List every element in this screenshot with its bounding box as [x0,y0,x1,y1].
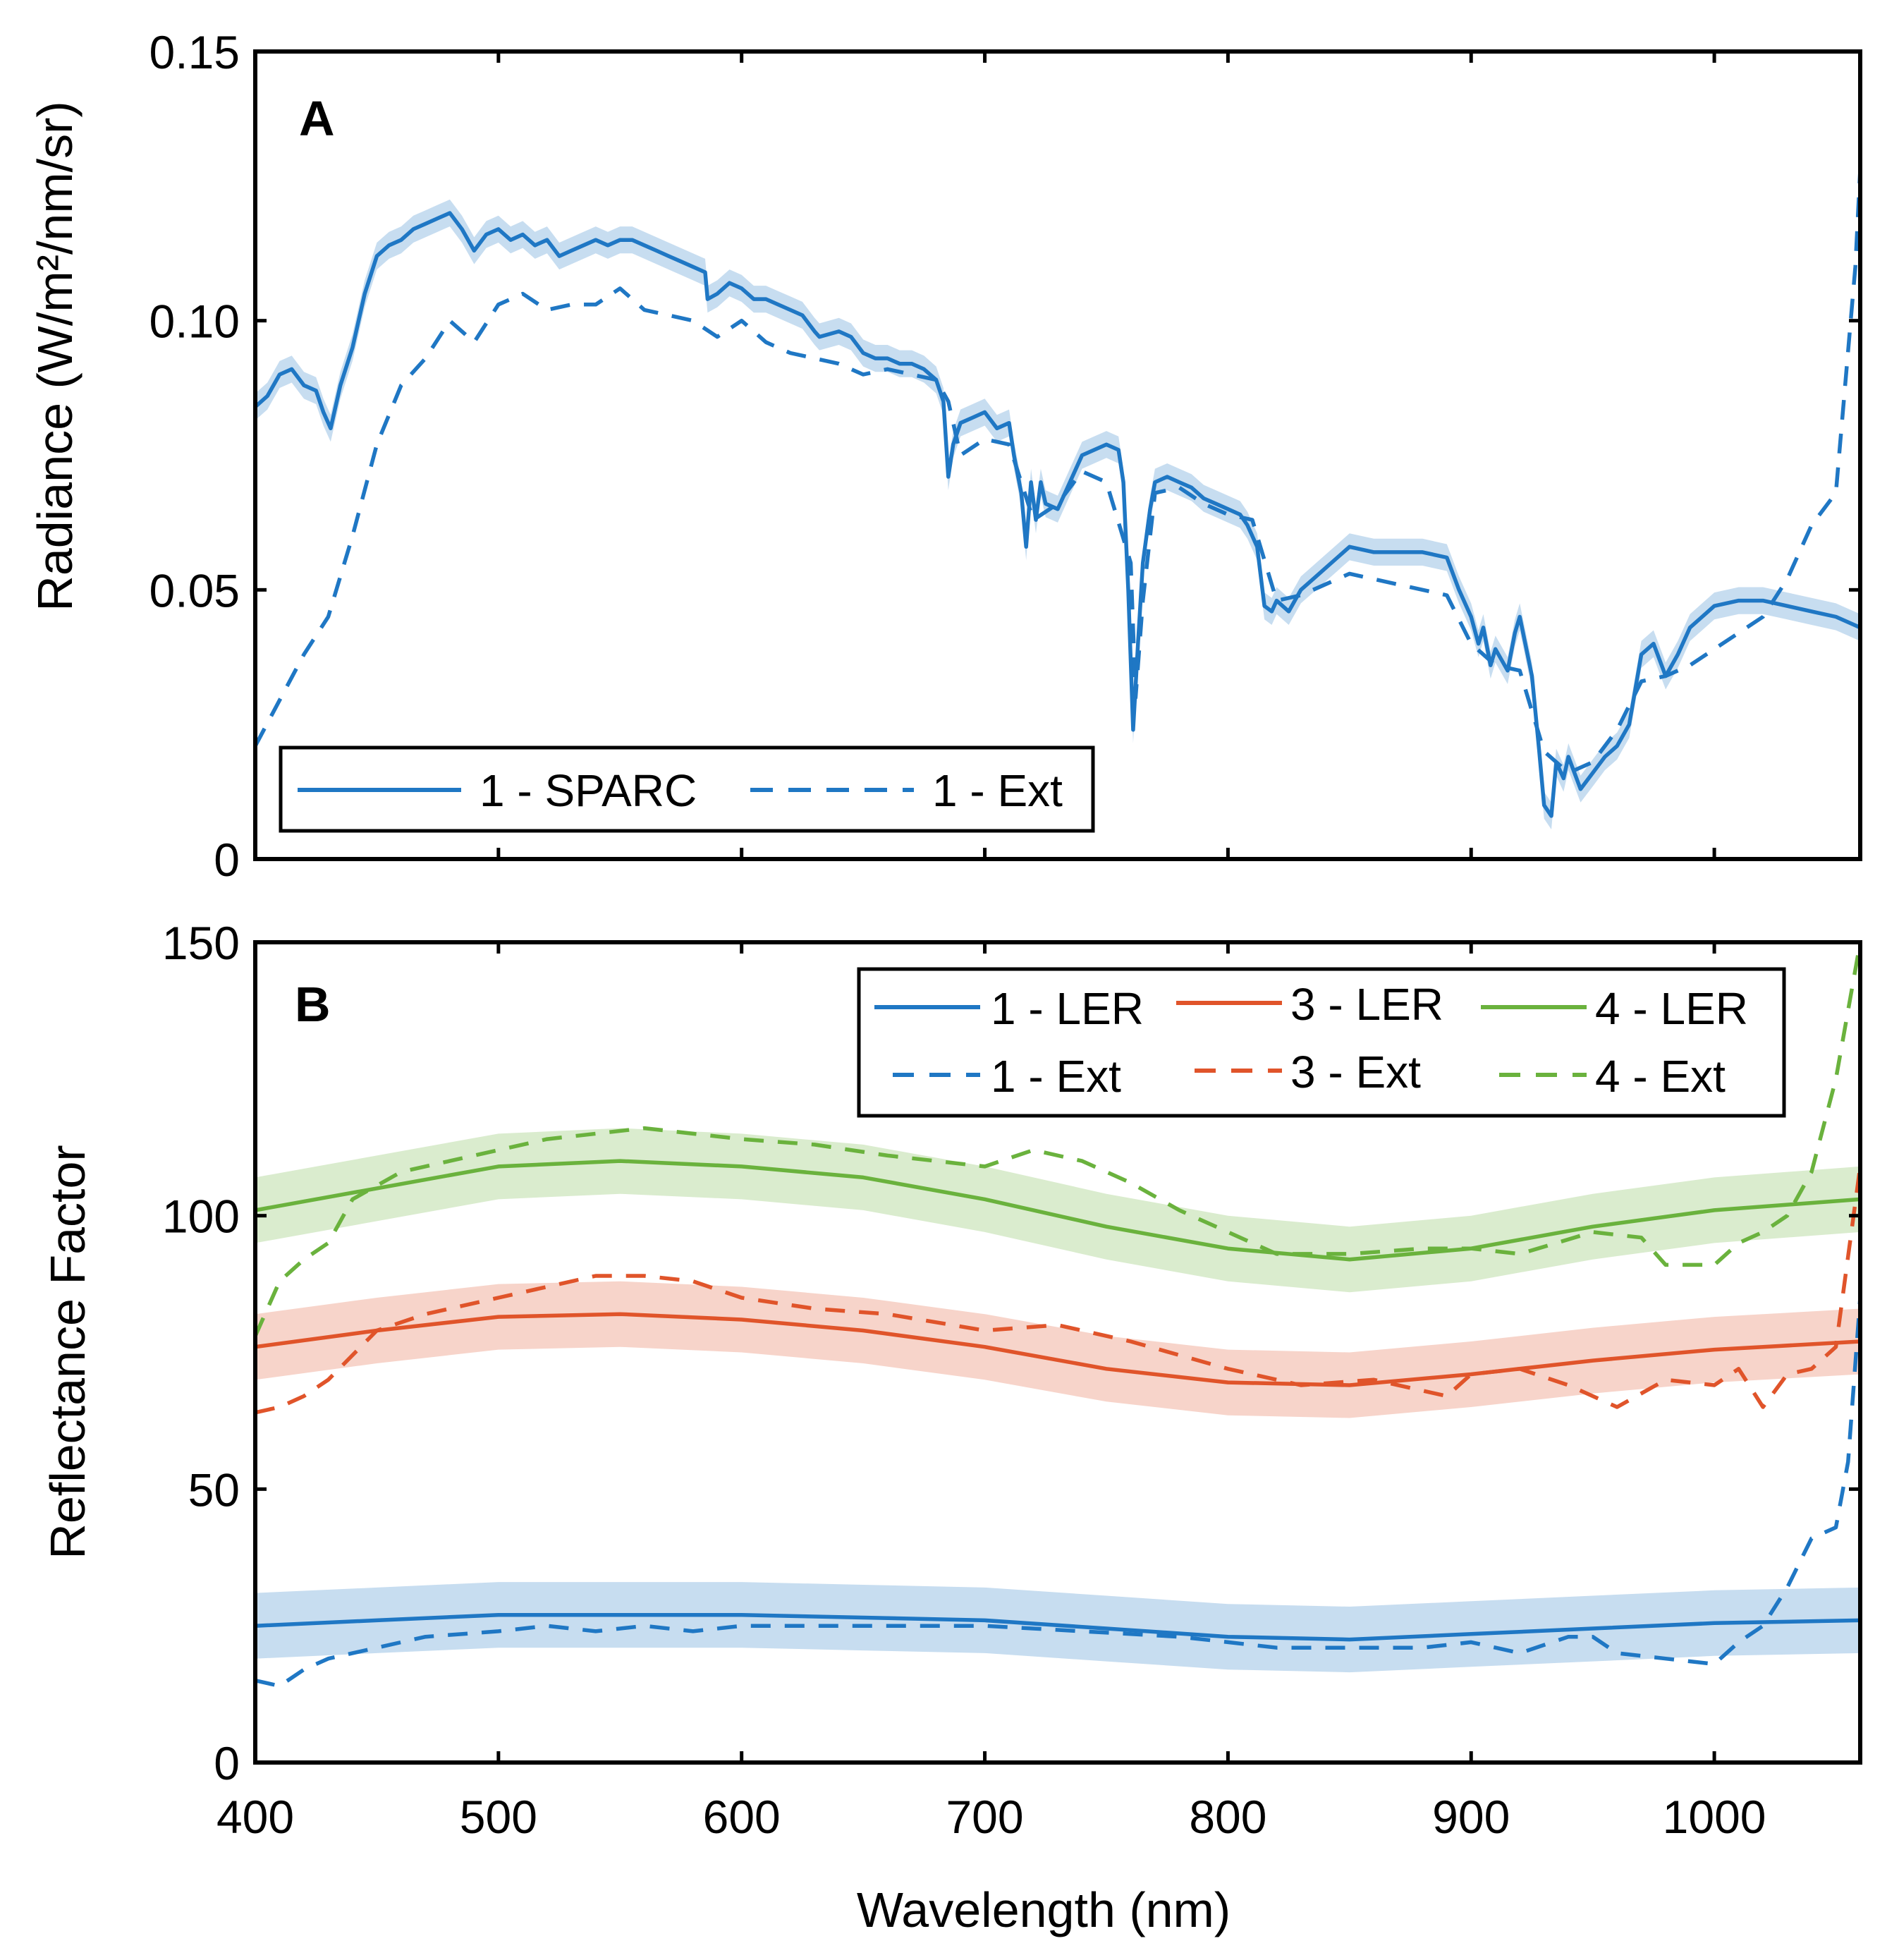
band-4-ler-b [255,1128,1860,1293]
legend-label-1-sparc: 1 - SPARC [480,765,697,816]
legend-label-3-ler: 3 - LER [1290,979,1443,1030]
panel-b-bands [255,1128,1860,1673]
y-tick-label: 100 [162,1191,240,1243]
band-3-ler-b [255,1281,1860,1418]
series-4-ler-b-2 [255,1159,1861,1262]
panel-b-lines [253,942,1862,1688]
panel-b: 400 500 600 700 800 900 1000 0 50 100 150 B Reflec… [40,917,1862,1937]
series-1-ext-a-1 [253,169,1862,775]
panel-a-legend: 1 - SPARC 1 - Ext [279,745,1095,833]
x-tick-label: 600 [703,1791,781,1843]
legend-label-3-ext: 3 - Ext [1290,1047,1421,1097]
y-tick-label: 150 [162,917,240,969]
legend-label-4-ext: 4 - Ext [1595,1051,1726,1102]
panel-b-letter: B [295,977,331,1032]
x-tick-label: 800 [1189,1791,1266,1843]
x-tick-label: 500 [460,1791,537,1843]
panel-a-letter: A [299,91,335,146]
y-tick-label: 0 [214,1737,240,1789]
series-4-ext-b-5 [253,942,1862,1337]
panel-a-ylabel: Radiance (W/m²/nm/sr) [28,101,83,611]
y-tick-label: 0.15 [149,26,240,78]
legend-label-1-ext-b: 1 - Ext [991,1051,1121,1102]
panel-a-axes-box [253,49,1862,861]
y-tick-label: 50 [188,1463,240,1516]
panel-b-legend: 1 - LER 3 - LER 4 - LER 1 - Ext 3 - Ext … [857,967,1786,1118]
panel-b-xlabel: Wavelength (nm) [857,1882,1231,1937]
panel-b-axes-box [253,940,1862,1765]
x-tick-label: 1000 [1663,1791,1766,1843]
legend-label-1-ler: 1 - LER [991,983,1144,1034]
panel-a-bands [255,199,1860,829]
x-tick-label: 700 [946,1791,1023,1843]
panel-b-legend-box [857,967,1786,1118]
series-1-ext-b-3 [255,1297,1862,1688]
legend-label-4-ler: 4 - LER [1595,983,1748,1034]
panel-b-ylabel: Reflectance Factor [40,1145,95,1559]
series-3-ext-b-4 [255,1166,1862,1415]
band-1-sparc-a [255,199,1860,829]
panel-b-ticks: 400 500 600 700 800 900 1000 0 50 100 150 [162,917,1860,1843]
series-3-ler-b-1 [255,1312,1861,1387]
series-1-sparc-a-0 [254,211,1862,818]
panel-a: 0 0.05 0.10 0.15 A Radiance (W/m²/nm/sr) 1 … [28,26,1862,886]
y-tick-label: 0.05 [149,564,240,616]
x-tick-label: 900 [1432,1791,1510,1843]
x-tick-label: 400 [216,1791,294,1843]
legend-label-1-ext: 1 - Ext [932,765,1063,816]
series-1-ler-b-0 [255,1612,1861,1642]
y-tick-label: 0 [214,834,240,886]
panel-a-lines [253,169,1862,818]
y-tick-label: 0.10 [149,296,240,348]
panel-a-ticks: 0 0.05 0.10 0.15 [149,26,1860,886]
